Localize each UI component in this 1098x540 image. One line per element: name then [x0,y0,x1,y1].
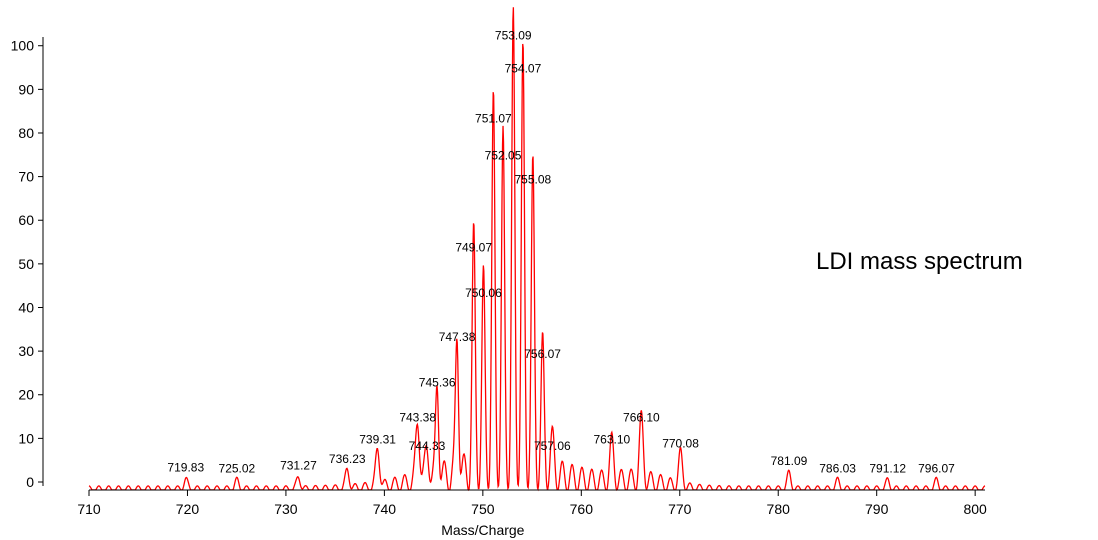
peak-label: 752.05 [485,149,522,163]
peak-label: 763.10 [593,432,630,446]
peak-label: 756.07 [524,347,561,361]
peak-label: 791.12 [869,462,906,476]
y-tick-label: 10 [18,430,34,446]
x-tick-label: 790 [865,501,889,517]
peak-label: 745.36 [419,376,456,390]
peak-label: 743.38 [399,410,436,424]
peak-label: 731.27 [280,458,317,472]
x-tick-label: 760 [570,501,594,517]
y-tick-label: 90 [18,81,34,97]
x-tick-label: 710 [77,501,101,517]
peak-label: 750.06 [465,286,502,300]
x-tick-label: 730 [274,501,298,517]
spectrum-line [88,7,986,492]
y-tick-label: 100 [11,38,35,54]
x-tick-label: 770 [668,501,692,517]
y-tick-label: 70 [18,169,34,185]
peak-label: 796.07 [918,462,955,476]
peak-label: 754.07 [505,61,542,75]
y-tick-label: 60 [18,212,34,228]
peak-label: 757.06 [534,439,571,453]
peak-label: 786.03 [819,462,856,476]
x-tick-label: 750 [471,501,495,517]
peak-label: 749.07 [455,240,492,254]
x-tick-label: 800 [963,501,987,517]
plot-layer [88,7,986,492]
peak-label: 770.08 [662,437,699,451]
peak-label: 744.33 [409,439,446,453]
y-tick-label: 30 [18,343,34,359]
peak-label: 766.10 [623,410,660,424]
x-axis-label: Mass/Charge [441,522,524,538]
y-tick-label: 20 [18,387,34,403]
peak-label: 736.23 [329,452,366,466]
y-tick-label: 0 [26,474,34,490]
chart-annotation: LDI mass spectrum [816,248,1023,275]
peak-label: 751.07 [475,112,512,126]
peak-label: 753.09 [495,29,532,43]
peak-label: 781.09 [771,454,808,468]
x-tick-label: 720 [176,501,200,517]
x-tick-label: 780 [767,501,791,517]
y-tick-label: 40 [18,299,34,315]
peak-label: 719.83 [167,461,204,475]
x-tick-label: 740 [373,501,397,517]
peak-label: 747.38 [439,330,476,344]
y-tick-label: 50 [18,256,34,272]
axes-layer: 710 720 730 740 750 760 770 780 790 800 0 10 20 30 40 5… [11,37,987,517]
peak-label: 755.08 [515,173,552,187]
y-tick-label: 80 [18,125,34,141]
peak-label: 725.02 [219,462,256,476]
peak-label: 739.31 [359,432,396,446]
